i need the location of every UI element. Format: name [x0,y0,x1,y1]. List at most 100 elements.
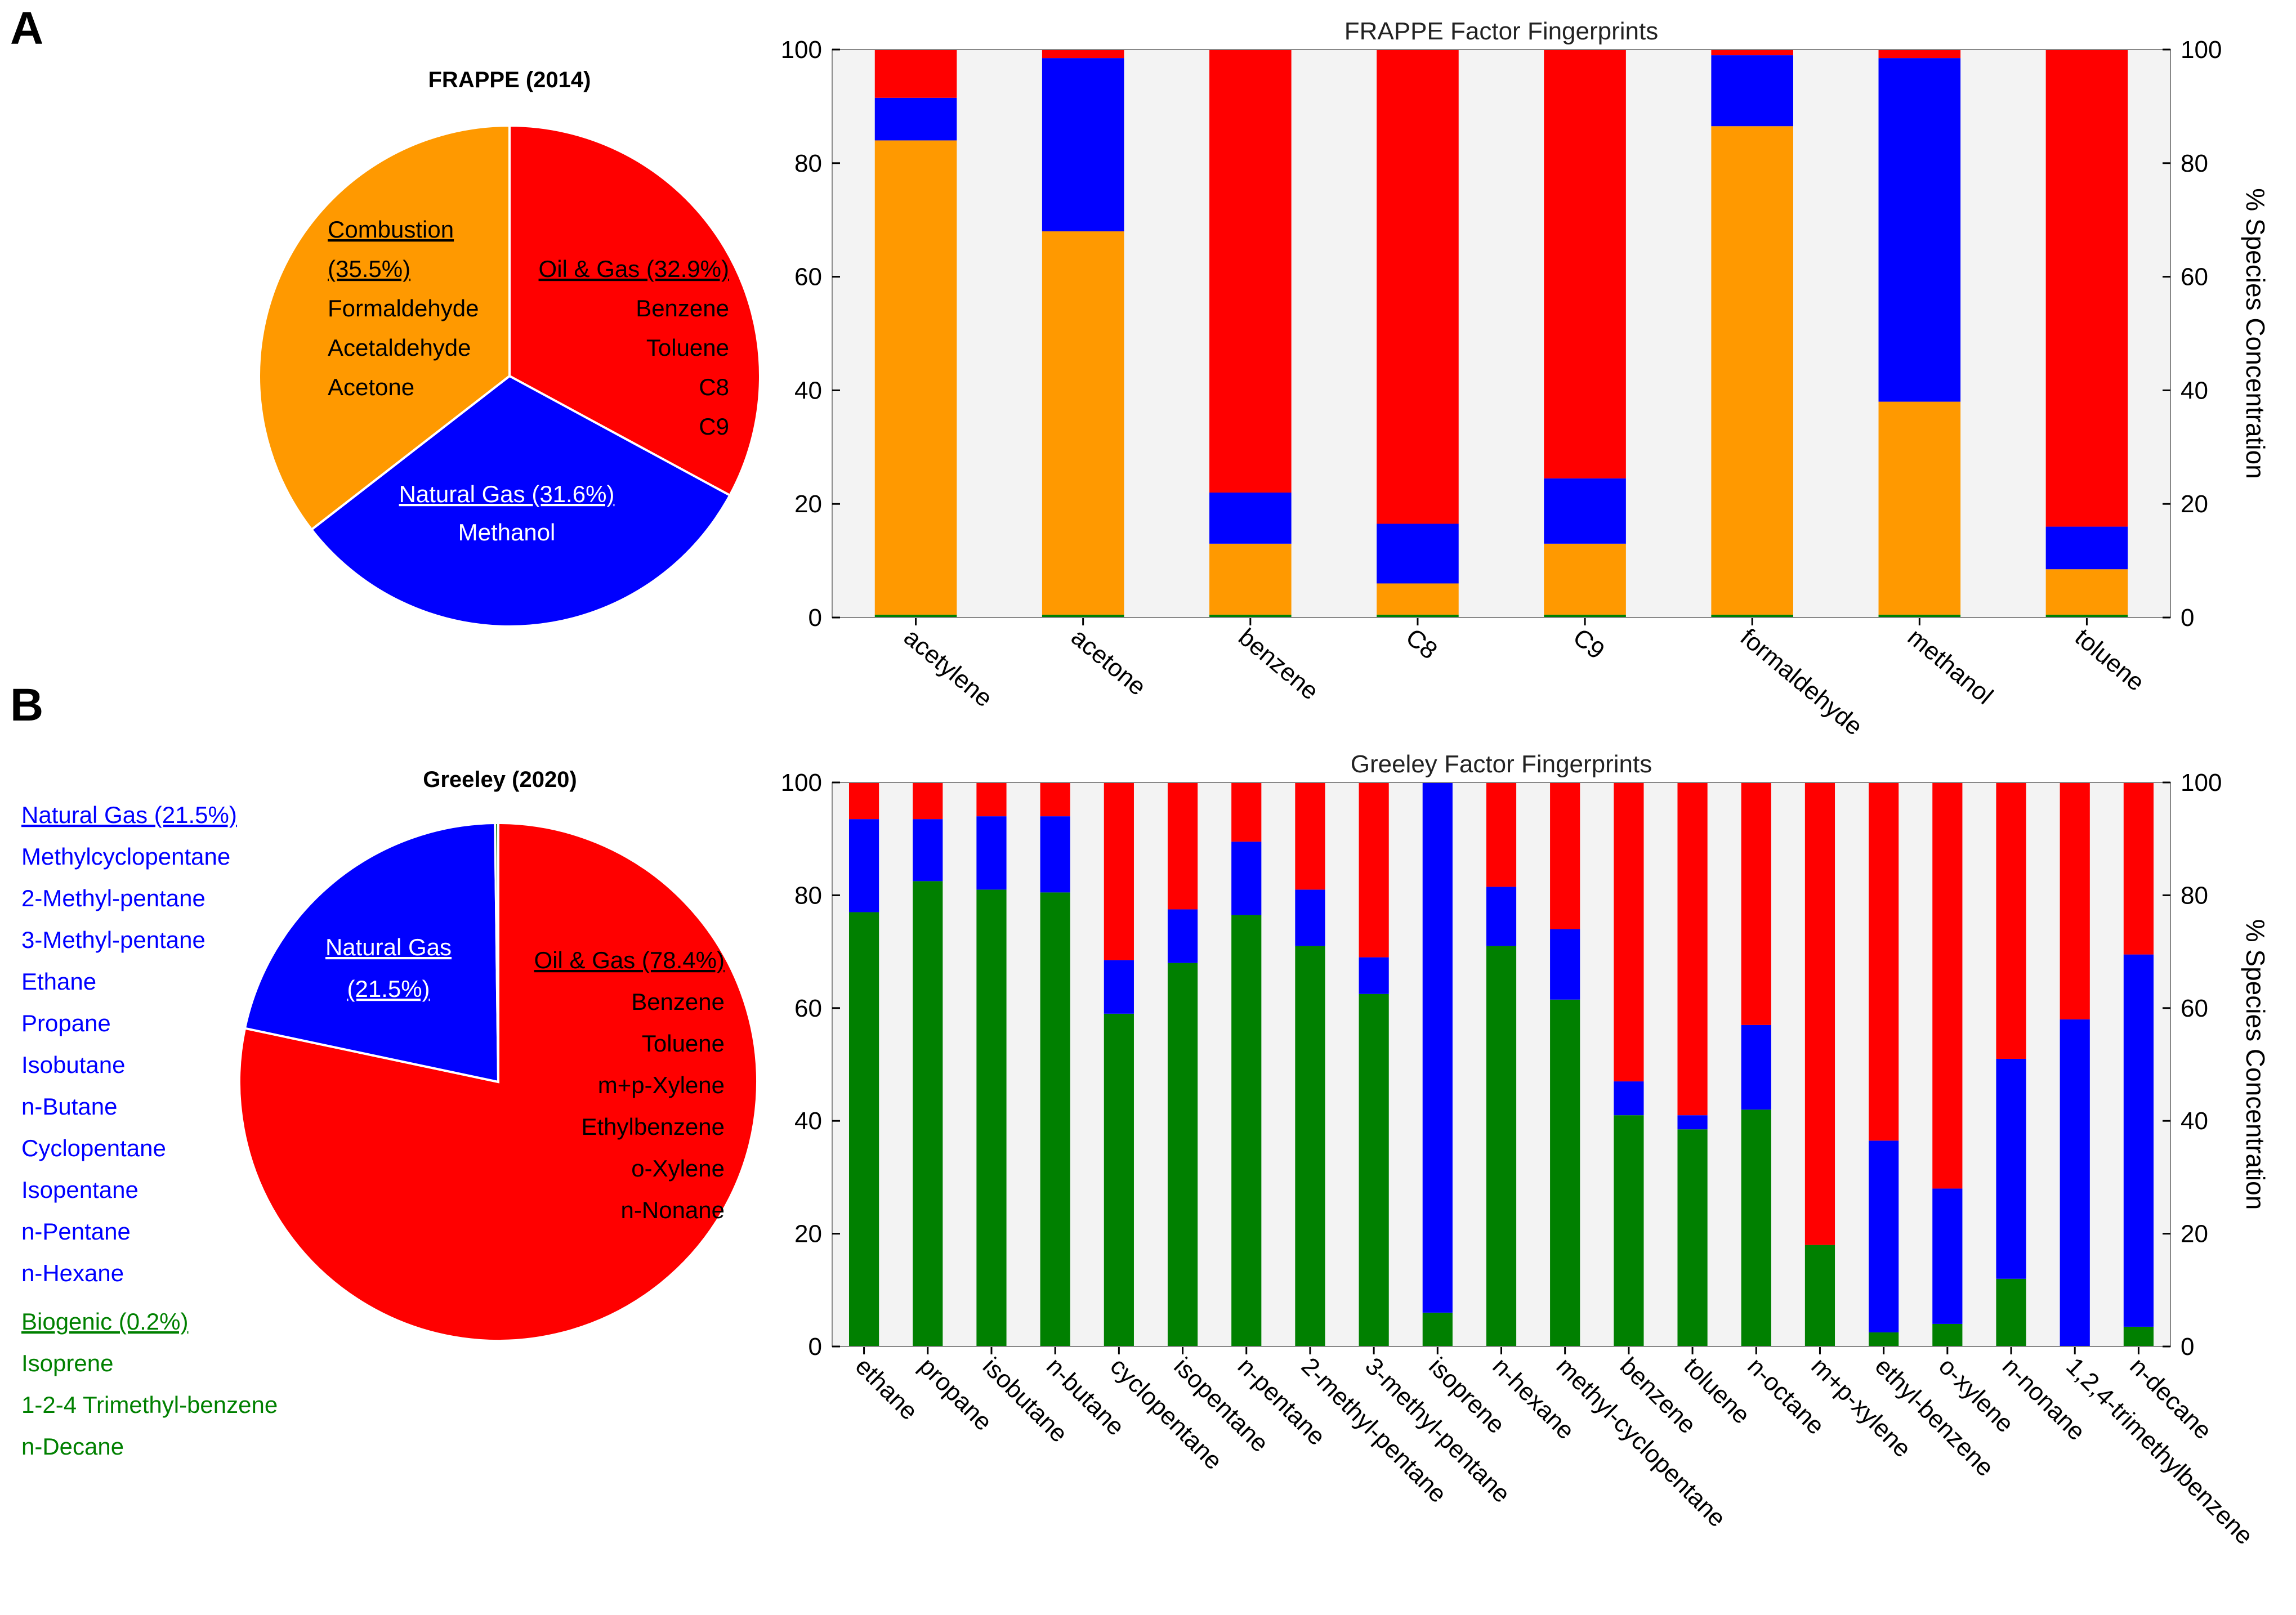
legend-natural-gas-species: n-Pentane [21,1218,131,1245]
pie-greeley-oilgas-label-3: m+p-Xylene [598,1072,725,1098]
bar-formaldehyde-natural-gas [1711,55,1793,127]
legend-natural-gas-species: Propane [21,1010,111,1036]
pie-slice-oil-gas [508,124,761,497]
bar-acetone-oil-gas [1042,50,1124,59]
y-tick-label-right-100: 100 [2181,769,2222,797]
bar-benzene-combustion [1209,543,1292,615]
bar-cyclopentane-oil-gas [1104,782,1134,960]
greeley-fingerprint-chart: ethanepropaneisobutanen-butanecyclopenta… [781,750,2270,1550]
legend-natural-gas-species: 2-Methyl-pentane [21,885,206,911]
bar-formaldehyde-biogenic [1711,614,1793,618]
chart-title: FRAPPE Factor Fingerprints [1344,17,1659,45]
y-tick-label-left-100: 100 [781,769,822,797]
bar-n-decane-natural-gas [2123,954,2154,1327]
bar-ethyl-benzene-natural-gas [1869,1140,1899,1332]
bar-acetylene-biogenic [874,614,957,618]
pie-frappe-natgas-label-0: Natural Gas (31.6%) [399,481,615,507]
bar-n-butane-biogenic [1040,892,1070,1346]
bar-propane-biogenic [913,881,943,1346]
panel-letter-a: A [10,3,43,54]
pie-greeley-oilgas-label-5: o-Xylene [631,1155,725,1182]
bar-ethane-natural-gas [848,819,879,912]
x-tick-label-toluene: toluene [2070,623,2150,696]
legend-natural-gas-header: Natural Gas (21.5%) [21,802,237,828]
x-tick-label-benzene: benzene [1233,623,1324,705]
pie-frappe-oilgas-label-2: Toluene [646,334,729,361]
plot-frame [832,49,2171,618]
bar-acetone-biogenic [1042,614,1124,618]
pie-frappe-combustion-label-2: Formaldehyde [328,295,479,321]
bar-c8-natural-gas [1377,524,1459,584]
pie-frappe-oilgas-label-3: C8 [699,374,729,400]
bar-toluene-natural-gas [1677,1115,1708,1130]
plot-frame [832,782,2171,1347]
pie-slice-biogenic [494,821,499,1082]
pie-frappe-title: FRAPPE (2014) [428,68,591,92]
bar-n-hexane-natural-gas [1486,887,1517,946]
bar-toluene-oil-gas [2045,50,2128,527]
y-tick-label-right-0: 0 [2181,1333,2194,1361]
pie-greeley-oilgas-label-6: n-Nonane [621,1197,725,1223]
bar-n-nonane-biogenic [1996,1278,2026,1346]
x-tick-label-c9: C9 [1568,623,1610,665]
bar-3-methyl-pentane-biogenic [1359,994,1389,1346]
x-tick-label-ethane: ethane [850,1352,923,1425]
bar-methyl-cyclopentane-biogenic [1550,999,1580,1346]
legend-biogenic-species: n-Decane [21,1433,124,1460]
legend-natural-gas-species: Isopentane [21,1176,139,1203]
pie-frappe-natgas-label-1: Methanol [458,519,556,545]
bar-methyl-cyclopentane-natural-gas [1550,929,1580,1000]
bar-1-2-4-trimethylbenzene-oil-gas [2060,782,2090,1019]
pie-slice-natural-gas [310,374,732,628]
pie-greeley-natgas-label-1: (21.5%) [347,976,430,1002]
bar-toluene-biogenic [2045,614,2128,618]
bar-3-methyl-pentane-oil-gas [1359,782,1389,958]
bar-m-p-xylene-oil-gas [1804,782,1835,1245]
bar-isobutane-biogenic [976,889,1007,1346]
y-tick-label-right-40: 40 [2181,1107,2208,1135]
y-tick-label-left-80: 80 [794,882,822,909]
bar-formaldehyde-combustion [1711,126,1793,615]
bar-formaldehyde-oil-gas [1711,50,1793,56]
y-tick-label-left-80: 80 [794,150,822,177]
x-tick-label-acetylene: acetylene [899,623,998,713]
bar-acetylene-natural-gas [874,97,957,141]
bar-n-decane-biogenic [2123,1326,2154,1346]
pie-slice-combustion [258,124,511,531]
bar-acetone-combustion [1042,231,1124,615]
legend-natural-gas-species: n-Hexane [21,1260,124,1286]
bar-cyclopentane-natural-gas [1104,960,1134,1014]
bar-cyclopentane-biogenic [1104,1013,1134,1346]
y-axis-label: % Species Concentration [2241,919,2270,1210]
plot-area [832,50,2170,618]
bar-toluene-oil-gas [1677,782,1708,1116]
y-tick-label-right-20: 20 [2181,490,2208,518]
bar-benzene-biogenic [1614,1115,1644,1346]
x-tick-label-methanol: methanol [1902,623,1998,710]
y-tick-label-left-20: 20 [794,1220,822,1248]
bar-methanol-oil-gas [1878,50,1961,59]
bar-ethane-oil-gas [848,782,879,820]
pie-frappe-oilgas-label-0: Oil & Gas (32.9%) [539,256,729,282]
bar-methyl-cyclopentane-oil-gas [1550,782,1580,929]
bar-acetone-natural-gas [1042,58,1124,231]
bar-c9-combustion [1544,543,1626,615]
y-tick-label-right-60: 60 [2181,995,2208,1022]
pie-frappe-combustion-label-0: Combustion [328,216,454,243]
bar-c8-biogenic [1377,614,1459,618]
bar-isopentane-natural-gas [1167,909,1198,963]
panel-letter-b: B [10,679,43,731]
bar-c9-oil-gas [1544,50,1626,478]
bar-n-butane-natural-gas [1040,816,1070,893]
bar-n-butane-oil-gas [1040,782,1070,817]
bar-methanol-combustion [1878,401,1961,615]
bar-n-octane-biogenic [1741,1110,1771,1346]
y-tick-label-left-20: 20 [794,490,822,518]
pie-greeley-title: Greeley (2020) [423,767,577,792]
bar-2-methyl-pentane-oil-gas [1295,782,1325,890]
bar-o-xylene-biogenic [1932,1323,1963,1346]
bar-benzene-biogenic [1209,614,1292,618]
y-tick-label-right-100: 100 [2181,36,2222,64]
bar-n-pentane-oil-gas [1231,782,1262,842]
bar-n-decane-oil-gas [2123,782,2154,955]
